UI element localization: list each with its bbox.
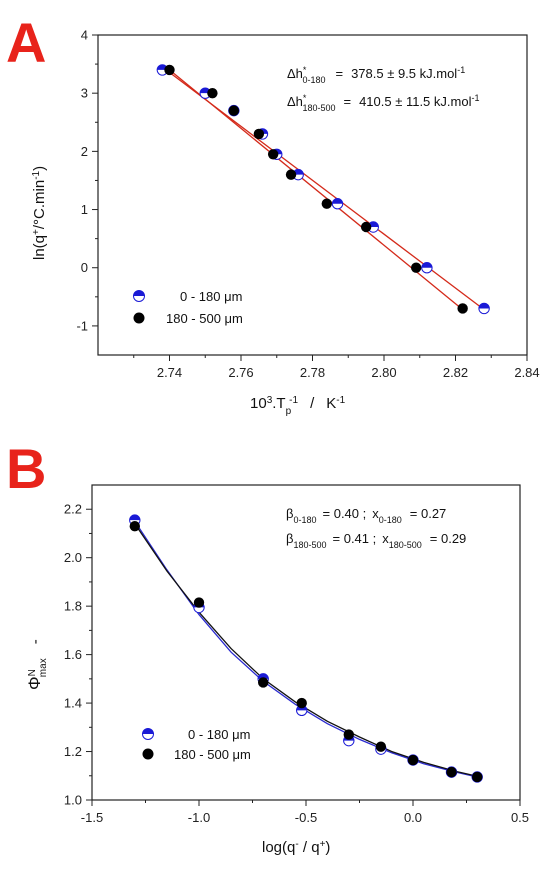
chart-b-y-tick-label: 1.0 xyxy=(64,793,82,808)
chart-a-point-black xyxy=(457,303,468,314)
legend-a-label-1: 0 - 180 μm xyxy=(180,289,242,304)
chart-b-fit-lines xyxy=(134,520,478,778)
chart-a-y-tick-label: 0 xyxy=(81,260,88,275)
chart-a-legend: 0 - 180 μm 180 - 500 μm xyxy=(133,289,243,326)
chart-b-annotation-2: β180-500 = 0.41 ; x180-500 = 0.29 xyxy=(286,531,466,550)
chart-a-y-tick-label: -1 xyxy=(76,318,88,333)
chart-a-x-tick-label: 2.84 xyxy=(514,365,539,380)
panel-letter-a: A xyxy=(6,11,46,74)
legend-b-label-1: 0 - 180 μm xyxy=(188,727,250,742)
chart-a-x-ticks: 2.74 2.76 2.78 2.80 2.82 2.84 xyxy=(133,355,540,380)
chart-b-x-tick-label: -1.0 xyxy=(188,810,210,825)
chart-b-point-black xyxy=(193,597,205,608)
panel-letter-b: B xyxy=(6,437,46,500)
chart-b-point-black xyxy=(375,741,387,752)
chart-a-point-black xyxy=(267,149,279,160)
chart-a-point-black xyxy=(360,221,372,233)
chart-a-y-tick-label: 2 xyxy=(81,144,88,159)
legend-a-label-2: 180 - 500 μm xyxy=(166,311,243,326)
chart-b-point-black xyxy=(343,729,354,740)
chart-a-x-tick-label: 2.74 xyxy=(157,365,182,380)
chart-b-y-tick-label: 1.4 xyxy=(64,696,82,711)
chart-b-point-black xyxy=(129,520,140,532)
chart-a-point-black xyxy=(228,105,240,116)
chart-a-point-black xyxy=(253,128,265,140)
chart-b-x-label: log(q- / q+) xyxy=(262,839,330,857)
chart-b-x-tick-label: -0.5 xyxy=(295,810,317,825)
chart-a-point-blue xyxy=(331,198,344,210)
chart-b-x-tick-label: 0.5 xyxy=(511,810,529,825)
chart-b-fit-line-1 xyxy=(134,520,478,778)
chart-a-point-black xyxy=(285,169,297,180)
chart-b-point-black xyxy=(407,754,419,766)
chart-a-y-label: ln(q+/°C.min-1) xyxy=(31,166,49,260)
chart-a-annotation-1: Δh* 0-180 = 378.5 ± 9.5 kJ.mol-1 xyxy=(287,65,465,85)
chart-b-y-tick-label: 1.8 xyxy=(64,599,82,614)
chart-a-points xyxy=(156,64,490,315)
chart-a-point-black xyxy=(410,262,422,273)
chart-b-x-tick-label: 0.0 xyxy=(404,810,422,825)
chart-b-y-tick-label: 2.2 xyxy=(64,502,82,517)
chart-a-point-blue xyxy=(421,262,433,274)
chart-a-y-tick-label: 3 xyxy=(81,86,88,101)
chart-a-point-black xyxy=(164,64,175,76)
chart-b-x-tick-label: -1.5 xyxy=(81,810,103,825)
chart-b-y-tick-label: 2.0 xyxy=(64,550,82,565)
chart-a-y-tick-label: 1 xyxy=(81,202,88,217)
chart-a: 2.74 2.76 2.78 2.80 2.82 2.84 -1 0 1 2 3 4 Δh* 0-18… xyxy=(31,28,540,417)
chart-a-annotation-2: Δh* 180-500 = 410.5 ± 11.5 kJ.mol-1 xyxy=(287,93,479,113)
chart-b-points xyxy=(129,514,483,783)
chart-a-point-black xyxy=(321,198,332,209)
chart-b-annotation-1: β0-180 = 0.40 ; x0-180 = 0.27 xyxy=(286,506,446,525)
legend-b-label-2: 180 - 500 μm xyxy=(174,747,251,762)
chart-b-y-label: ΦNmax- xyxy=(25,639,49,690)
chart-b-point-black xyxy=(446,766,457,778)
chart-a-x-tick-label: 2.78 xyxy=(300,365,325,380)
chart-a-y-ticks: -1 0 1 2 3 4 xyxy=(76,28,98,333)
chart-a-x-tick-label: 2.76 xyxy=(228,365,253,380)
chart-b-point-black xyxy=(472,771,483,783)
chart-b-point-black xyxy=(258,677,269,688)
legend-a-marker-black xyxy=(133,312,145,324)
chart-b-fit-line-2 xyxy=(134,523,478,777)
chart-b-legend: 0 - 180 μm 180 - 500 μm xyxy=(142,727,251,762)
chart-a-x-tick-label: 2.82 xyxy=(443,365,468,380)
chart-a-x-tick-label: 2.80 xyxy=(371,365,396,380)
chart-b-y-tick-label: 1.6 xyxy=(64,647,82,662)
chart-a-point-blue xyxy=(478,302,490,315)
chart-b-point-black xyxy=(296,697,307,709)
chart-b: -1.5 -1.0 -0.5 0.0 0.5 1.0 1.2 1.4 1.6 1.8 2.0 2.2… xyxy=(25,484,529,857)
legend-b-marker-black xyxy=(142,748,154,760)
chart-b-y-ticks: 1.0 1.2 1.4 1.6 1.8 2.0 2.2 xyxy=(64,502,92,808)
chart-a-y-tick-label: 4 xyxy=(81,28,88,43)
chart-a-point-black xyxy=(207,87,218,99)
chart-b-x-ticks: -1.5 -1.0 -0.5 0.0 0.5 xyxy=(81,800,529,825)
legend-a-marker-blue xyxy=(133,290,145,302)
chart-b-y-tick-label: 1.2 xyxy=(64,744,82,759)
chart-a-x-label: 103.Tp-1/K-1 xyxy=(250,395,346,417)
legend-b-marker-blue xyxy=(142,728,154,740)
